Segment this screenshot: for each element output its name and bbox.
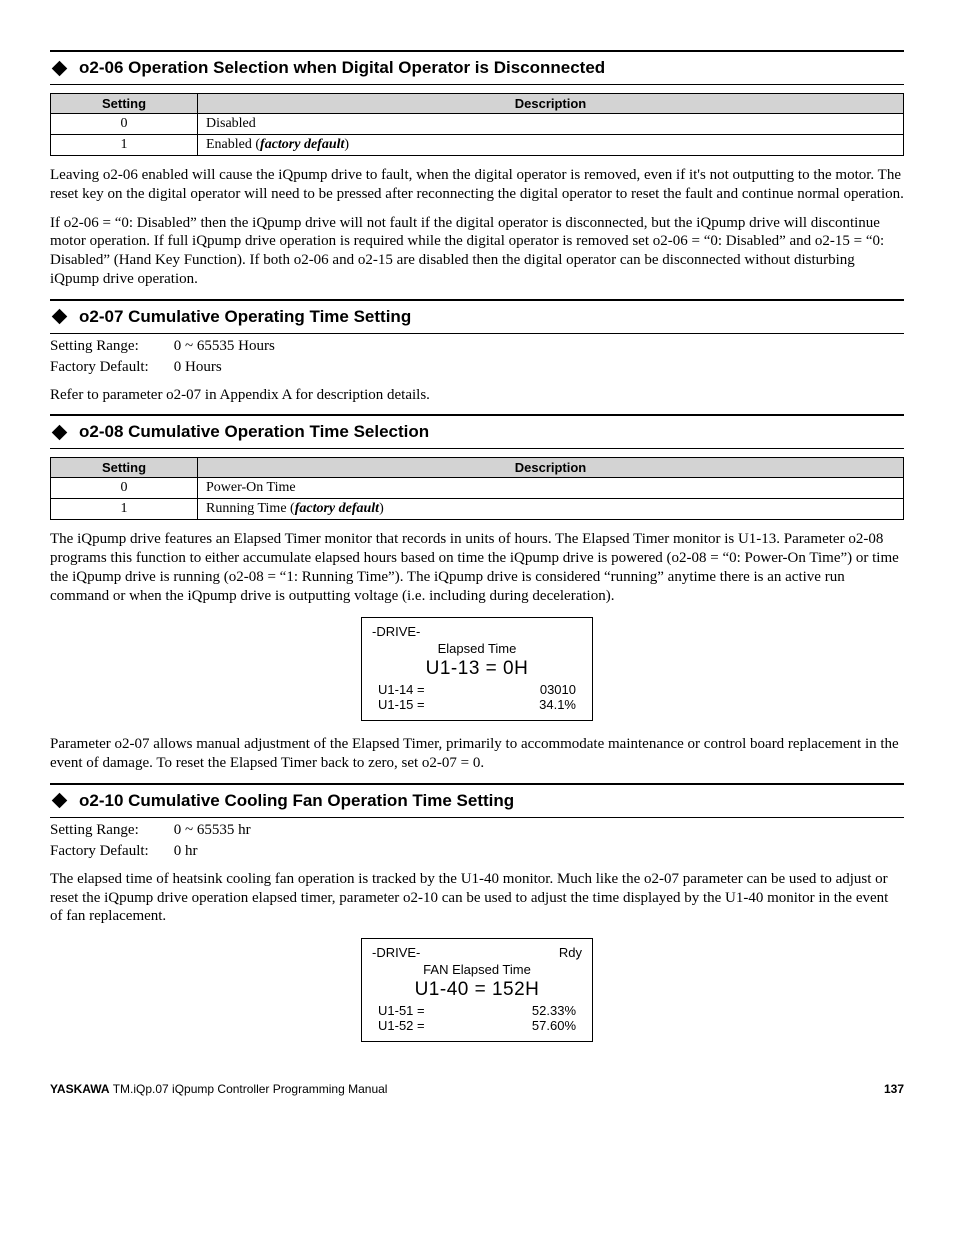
lcd-row-value: 34.1%	[539, 697, 576, 712]
page-footer: YASKAWA TM.iQp.07 iQpump Controller Prog…	[50, 1082, 904, 1096]
lcd-main-value: U1-40 = 152H	[372, 979, 582, 1001]
lcd-row-label: U1-14 =	[378, 682, 425, 697]
factory-default-row: Factory Default: 0 hr	[50, 843, 904, 860]
bullet-diamond-icon	[52, 60, 68, 76]
table-row: 0 Power-On Time	[51, 478, 904, 499]
paragraph: Refer to parameter o2-07 in Appendix A f…	[50, 386, 904, 405]
cell-text: Enabled (	[206, 137, 260, 152]
section-title: o2-06 Operation Selection when Digital O…	[79, 58, 605, 78]
bullet-diamond-icon	[52, 424, 68, 440]
section-rule	[50, 333, 904, 334]
factory-default-row: Factory Default: 0 Hours	[50, 359, 904, 376]
table-cell: 1	[51, 135, 198, 156]
paragraph: Parameter o2-07 allows manual adjustment…	[50, 735, 904, 773]
setting-range-row: Setting Range: 0 ~ 65535 Hours	[50, 338, 904, 355]
lcd-row-label: U1-52 =	[378, 1018, 425, 1033]
table-header: Setting	[51, 458, 198, 478]
setting-range-row: Setting Range: 0 ~ 65535 hr	[50, 822, 904, 839]
cell-text: )	[379, 501, 384, 516]
table-cell: 1	[51, 499, 198, 520]
table-cell: 0	[51, 114, 198, 135]
footer-doc: TM.iQp.07 iQpump Controller Programming …	[110, 1082, 388, 1096]
section-rule	[50, 448, 904, 449]
table-row: 1 Enabled (factory default)	[51, 135, 904, 156]
lcd-row-label: U1-15 =	[378, 697, 425, 712]
kv-value: 0 Hours	[174, 359, 222, 375]
table-row: 1 Running Time (factory default)	[51, 499, 904, 520]
section-rule	[50, 817, 904, 818]
section-heading-o2-10: o2-10 Cumulative Cooling Fan Operation T…	[50, 785, 904, 817]
bullet-diamond-icon	[52, 309, 68, 325]
lcd-top-left: -DRIVE-	[372, 624, 420, 639]
factory-default-text: factory default	[295, 501, 379, 516]
kv-label: Factory Default:	[50, 843, 170, 860]
section-title: o2-07 Cumulative Operating Time Setting	[79, 307, 411, 327]
paragraph: If o2-06 = “0: Disabled” then the iQpump…	[50, 214, 904, 289]
table-o2-06: Setting Description 0 Disabled 1 Enabled…	[50, 93, 904, 156]
footer-brand: YASKAWA	[50, 1082, 110, 1096]
page-number: 137	[884, 1082, 904, 1096]
cell-text: Running Time (	[206, 501, 295, 516]
table-header: Description	[198, 94, 904, 114]
kv-label: Setting Range:	[50, 338, 170, 355]
lcd-main-value: U1-13 = 0H	[372, 658, 582, 680]
lcd-row-value: 03010	[540, 682, 576, 697]
paragraph: The elapsed time of heatsink cooling fan…	[50, 870, 904, 926]
kv-label: Setting Range:	[50, 822, 170, 839]
kv-value: 0 hr	[174, 843, 198, 859]
section-heading-o2-07: o2-07 Cumulative Operating Time Setting	[50, 301, 904, 333]
table-cell: Disabled	[198, 114, 904, 135]
cell-text: )	[344, 137, 349, 152]
lcd-line2: Elapsed Time	[372, 641, 582, 656]
table-cell: 0	[51, 478, 198, 499]
table-row: 0 Disabled	[51, 114, 904, 135]
table-header: Setting	[51, 94, 198, 114]
section-title: o2-10 Cumulative Cooling Fan Operation T…	[79, 791, 514, 811]
lcd-row-label: U1-51 =	[378, 1003, 425, 1018]
kv-label: Factory Default:	[50, 359, 170, 376]
lcd-top-right: Rdy	[559, 945, 582, 960]
table-cell: Enabled (factory default)	[198, 135, 904, 156]
section-heading-o2-06: o2-06 Operation Selection when Digital O…	[50, 52, 904, 84]
table-cell: Power-On Time	[198, 478, 904, 499]
lcd-row-value: 57.60%	[532, 1018, 576, 1033]
table-header: Description	[198, 458, 904, 478]
bullet-diamond-icon	[52, 793, 68, 809]
lcd-row-value: 52.33%	[532, 1003, 576, 1018]
kv-value: 0 ~ 65535 hr	[174, 822, 251, 838]
lcd-line2: FAN Elapsed Time	[372, 962, 582, 977]
paragraph: Leaving o2-06 enabled will cause the iQp…	[50, 166, 904, 204]
section-title: o2-08 Cumulative Operation Time Selectio…	[79, 422, 429, 442]
section-heading-o2-08: o2-08 Cumulative Operation Time Selectio…	[50, 416, 904, 448]
lcd-display-fan: -DRIVE- Rdy FAN Elapsed Time U1-40 = 152…	[361, 938, 593, 1042]
lcd-display-elapsed: -DRIVE- Elapsed Time U1-13 = 0H U1-14 = …	[361, 617, 593, 721]
kv-value: 0 ~ 65535 Hours	[174, 338, 275, 354]
table-o2-08: Setting Description 0 Power-On Time 1 Ru…	[50, 457, 904, 520]
section-rule	[50, 84, 904, 85]
factory-default-text: factory default	[260, 137, 344, 152]
lcd-top-left: -DRIVE-	[372, 945, 420, 960]
paragraph: The iQpump drive features an Elapsed Tim…	[50, 530, 904, 605]
table-cell: Running Time (factory default)	[198, 499, 904, 520]
